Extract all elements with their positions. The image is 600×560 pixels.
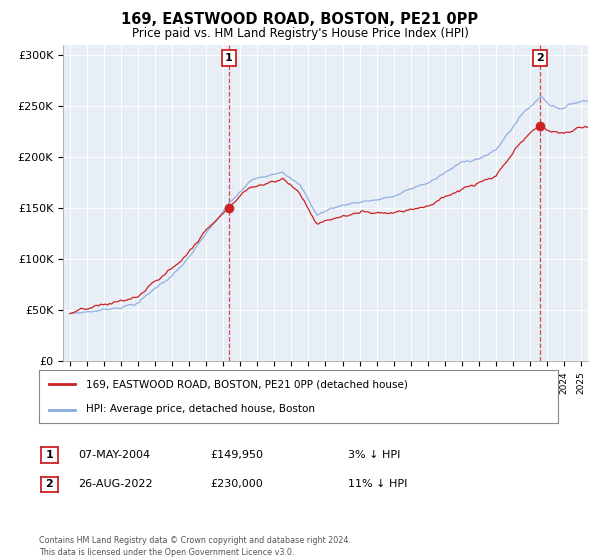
Text: 1: 1 — [225, 53, 233, 63]
Text: 169, EASTWOOD ROAD, BOSTON, PE21 0PP (detached house): 169, EASTWOOD ROAD, BOSTON, PE21 0PP (de… — [86, 380, 407, 390]
Text: 3% ↓ HPI: 3% ↓ HPI — [348, 450, 400, 460]
Text: 169, EASTWOOD ROAD, BOSTON, PE21 0PP: 169, EASTWOOD ROAD, BOSTON, PE21 0PP — [121, 12, 479, 27]
Text: HPI: Average price, detached house, Boston: HPI: Average price, detached house, Bost… — [86, 404, 315, 414]
Text: 11% ↓ HPI: 11% ↓ HPI — [348, 479, 407, 489]
Text: £230,000: £230,000 — [210, 479, 263, 489]
Text: 07-MAY-2004: 07-MAY-2004 — [78, 450, 150, 460]
Text: Price paid vs. HM Land Registry's House Price Index (HPI): Price paid vs. HM Land Registry's House … — [131, 27, 469, 40]
Text: 2: 2 — [536, 53, 544, 63]
Text: £149,950: £149,950 — [210, 450, 263, 460]
Text: 1: 1 — [46, 450, 53, 460]
Text: 2: 2 — [46, 479, 53, 489]
Text: 26-AUG-2022: 26-AUG-2022 — [78, 479, 152, 489]
Text: Contains HM Land Registry data © Crown copyright and database right 2024.
This d: Contains HM Land Registry data © Crown c… — [39, 536, 351, 557]
